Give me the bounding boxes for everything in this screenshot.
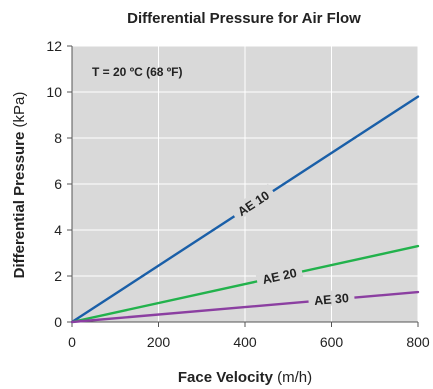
grid [72,45,419,322]
chart-title: Differential Pressure for Air Flow [127,10,361,27]
series-label-gap [229,183,277,222]
series-label: AE 30 [314,291,350,308]
y-tick-label: 12 [46,38,62,54]
temperature-annotation: T = 20 ºC (68 ºF) [92,65,182,79]
series-label-group: AE 30 [307,288,355,308]
series-label-gap [255,262,304,288]
series-line [70,244,420,324]
x-tick-label: 600 [320,334,344,350]
y-tick-label: 4 [54,222,62,238]
y-tick-label: 0 [54,314,62,330]
x-axis-label: Face Velocity (m/h) [178,369,312,386]
axes [67,45,419,327]
y-tick-label: 6 [54,176,62,192]
y-tick-label: 10 [46,84,62,100]
x-tick-labels: 0 200 400 600 800 [68,334,430,350]
x-tick-label: 0 [68,334,76,350]
y-tick-label: 2 [54,268,62,284]
y-axis-label-main: Differential Pressure [11,132,28,279]
y-axis-label: Differential Pressure (kPa) [11,92,28,279]
x-tick-label: 200 [147,334,171,350]
y-tick-label: 8 [54,130,62,146]
y-axis-label-unit: (kPa) [11,92,28,132]
x-tick-label: 400 [233,334,257,350]
series-line [70,290,420,324]
x-tick-label: 800 [406,334,430,350]
x-axis-label-unit: (m/h) [273,369,312,386]
y-tick-labels: 0 2 4 6 8 10 12 [46,38,62,330]
series-label-gap [307,288,355,308]
x-axis-label-main: Face Velocity [178,369,274,386]
